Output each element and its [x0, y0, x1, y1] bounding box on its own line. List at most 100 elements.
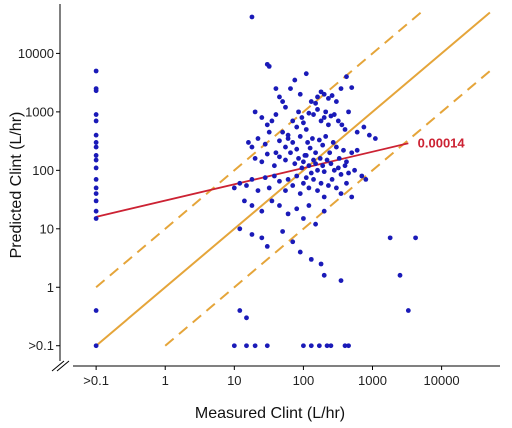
data-point [338, 191, 344, 196]
data-point [299, 115, 305, 120]
data-point [301, 120, 306, 126]
x-tick-label: 1000 [358, 373, 387, 388]
data-point [306, 163, 312, 169]
data-point [305, 140, 311, 145]
x-tick-label: >0.1 [83, 373, 109, 388]
data-point [321, 208, 327, 214]
axes [51, 4, 500, 372]
data-point [294, 124, 300, 130]
data-point [338, 172, 344, 177]
data-point [321, 169, 327, 175]
data-point [237, 180, 243, 186]
data-point [301, 159, 306, 165]
data-point [346, 343, 351, 349]
data-point [352, 167, 357, 173]
y-axis-title: Predicted Clint (L/hr) [8, 112, 25, 259]
data-point [93, 88, 99, 94]
data-point [280, 129, 286, 135]
data-point [93, 216, 99, 221]
data-point [315, 94, 320, 100]
data-point [93, 165, 99, 171]
data-point [259, 235, 265, 241]
data-point [313, 100, 318, 106]
data-point [93, 157, 99, 163]
data-point [321, 194, 327, 200]
data-point [290, 183, 296, 188]
data-point [301, 216, 306, 221]
data-point [262, 175, 268, 181]
data-point [344, 159, 349, 165]
data-point [328, 343, 334, 349]
data-point [349, 194, 355, 200]
data-point [285, 132, 291, 138]
data-point [288, 86, 293, 92]
data-point [252, 156, 258, 161]
data-point [366, 132, 372, 138]
data-point [329, 93, 335, 98]
data-point [313, 150, 318, 156]
x-tick-label: 10000 [424, 373, 460, 388]
data-point [315, 188, 320, 194]
data-point [413, 235, 418, 241]
data-point [252, 109, 258, 115]
data-point [237, 226, 243, 232]
data-point [283, 188, 288, 194]
y-tick-label: 10 [40, 221, 54, 236]
data-point [271, 173, 277, 179]
data-point [333, 99, 339, 104]
data-point [249, 144, 255, 150]
data-point [259, 115, 265, 120]
identity-line [95, 11, 491, 347]
data-point [297, 191, 303, 196]
data-point [264, 151, 270, 157]
y-tick-label: 10000 [18, 46, 54, 61]
data-point [244, 315, 249, 321]
data-point [294, 206, 300, 212]
upper-10-fold-line [95, 11, 422, 289]
data-point [306, 110, 312, 116]
data-point [259, 208, 265, 214]
data-point [311, 176, 316, 182]
data-point [361, 124, 367, 130]
data-point [306, 203, 312, 208]
data-point [333, 144, 339, 150]
data-point [252, 343, 258, 349]
data-point [93, 176, 99, 182]
data-point [329, 176, 335, 182]
data-point [244, 183, 249, 188]
data-point [283, 104, 288, 110]
data-point [277, 203, 282, 208]
data-point [266, 185, 272, 191]
y-tick-label: 1000 [25, 104, 54, 119]
data-point [93, 112, 99, 117]
y-tick-label: 1 [47, 280, 54, 295]
data-point [269, 118, 275, 124]
reference-lines [95, 11, 491, 347]
data-point [292, 161, 298, 167]
data-point [249, 176, 255, 182]
data-point [321, 272, 327, 278]
data-point [320, 142, 326, 148]
data-point [277, 94, 282, 100]
data-point [296, 156, 301, 161]
data-point [323, 134, 329, 139]
data-point [315, 167, 320, 173]
data-point [266, 129, 272, 135]
data-point [237, 308, 243, 313]
data-point [341, 147, 346, 153]
data-point [273, 86, 279, 92]
data-point [344, 74, 349, 80]
data-point [255, 136, 261, 141]
data-point [306, 185, 312, 191]
data-point [285, 136, 291, 141]
data-point [285, 176, 291, 182]
data-point [346, 170, 351, 176]
data-point [335, 165, 341, 171]
data-point [249, 14, 255, 20]
ticks: >0.1 1 10 100 1000 10000 >0.1 1 10 100 1000 10000 [18, 46, 460, 388]
data-point [266, 63, 272, 69]
data-point [308, 256, 314, 262]
data-point [349, 85, 355, 91]
data-point [303, 153, 309, 158]
data-point [342, 163, 348, 169]
